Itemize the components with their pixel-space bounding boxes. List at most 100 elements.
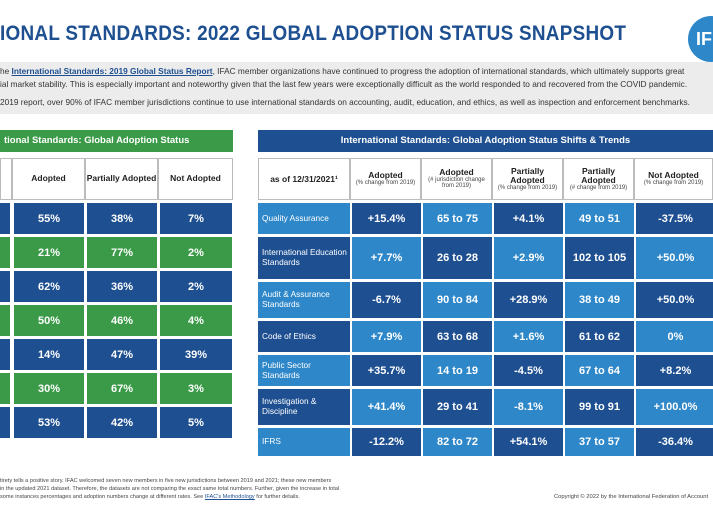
- ifac-methodology-link[interactable]: IFAC's Methodology: [204, 494, 255, 500]
- trend-cell: 49 to 51: [565, 203, 634, 234]
- trend-cell: 61 to 62: [565, 321, 634, 352]
- left-table-cell: 30%: [14, 373, 84, 404]
- trend-cell: +100.0%: [636, 389, 713, 425]
- left-table-cell: 4%: [160, 305, 232, 336]
- left-row-stub: [0, 339, 10, 370]
- left-table-cell: 3%: [160, 373, 232, 404]
- intro-line-1: he International Standards: 2019 Global …: [0, 66, 684, 76]
- right-col-header: Adopted (% change from 2019): [350, 158, 421, 200]
- intro-text: , IFAC member organizations have continu…: [212, 66, 685, 76]
- left-table-cell: 55%: [14, 203, 84, 234]
- trend-cell: 67 to 64: [565, 355, 634, 386]
- trend-cell: 90 to 84: [423, 282, 492, 318]
- col-header-title: Not Adopted: [648, 170, 699, 181]
- trend-cell: 102 to 105: [565, 237, 634, 279]
- col-header-subtitle: (# change from 2019): [569, 184, 628, 191]
- trend-cell: -8.1%: [494, 389, 563, 425]
- left-row-stub: [0, 237, 10, 268]
- trend-cell: +50.0%: [636, 282, 713, 318]
- left-table-cell: 46%: [87, 305, 157, 336]
- left-table-cell: 53%: [14, 407, 84, 438]
- trend-cell: -6.7%: [352, 282, 421, 318]
- right-col-header: Partially Adopted (# change from 2019): [563, 158, 634, 200]
- col-header-subtitle: (% change from 2019): [355, 180, 416, 187]
- left-table-cell: 39%: [160, 339, 232, 370]
- col-header-title: Adopted: [368, 170, 403, 181]
- left-row-stub: [0, 203, 10, 234]
- standard-label: Quality Assurance: [258, 203, 350, 234]
- standard-label: IFRS: [258, 428, 350, 456]
- trend-cell: +41.4%: [352, 389, 421, 425]
- trend-cell: +54.1%: [494, 428, 563, 456]
- col-header-title: Adopted: [439, 167, 474, 178]
- right-table-title: International Standards: Global Adoption…: [258, 130, 713, 152]
- trend-cell: 14 to 19: [423, 355, 492, 386]
- col-header-subtitle: (# jurisdiction change from 2019): [428, 177, 485, 190]
- left-table-cell: 42%: [87, 407, 157, 438]
- left-table-cell: 5%: [160, 407, 232, 438]
- left-table-cell: 14%: [14, 339, 84, 370]
- trend-cell: -12.2%: [352, 428, 421, 456]
- left-table-corner: [0, 158, 12, 200]
- trend-cell: 82 to 72: [423, 428, 492, 456]
- copyright: Copyright © 2022 by the International Fe…: [554, 494, 709, 500]
- trend-cell: 0%: [636, 321, 713, 352]
- trend-cell: -36.4%: [636, 428, 713, 456]
- left-table-cell: 2%: [160, 237, 232, 268]
- trend-cell: +8.2%: [636, 355, 713, 386]
- trend-cell: +1.6%: [494, 321, 563, 352]
- standard-label: Code of Ethics: [258, 321, 350, 352]
- ifac-logo: IF: [688, 16, 713, 62]
- right-col-header: Partially Adopted (% change from 2019): [492, 158, 563, 200]
- col-header-title: Partially Adopted: [510, 165, 545, 185]
- intro-line-3: 2019 report, over 90% of IFAC member jur…: [0, 97, 690, 107]
- trend-cell: +28.9%: [494, 282, 563, 318]
- left-table-cell: 77%: [87, 237, 157, 268]
- left-table-cell: 50%: [14, 305, 84, 336]
- footnote-text: for further details.: [254, 494, 300, 500]
- global-status-report-link[interactable]: International Standards: 2019 Global Sta…: [11, 66, 213, 76]
- footnote-text: some instances percentages and adoption …: [0, 494, 205, 500]
- trend-cell: 38 to 49: [565, 282, 634, 318]
- trend-cell: +2.9%: [494, 237, 563, 279]
- trend-cell: 63 to 68: [423, 321, 492, 352]
- standard-label: Investigation & Discipline: [258, 389, 350, 425]
- footnote-line-3: some instances percentages and adoption …: [0, 494, 300, 500]
- left-table-cell: 62%: [14, 271, 84, 302]
- left-table-cell: 38%: [87, 203, 157, 234]
- intro-line-2: ial market stability. This is especially…: [0, 79, 688, 89]
- left-col-header: Adopted: [12, 158, 85, 200]
- standard-label: Public Sector Standards: [258, 355, 350, 386]
- trend-cell: +35.7%: [352, 355, 421, 386]
- intro-text: he: [0, 66, 12, 76]
- col-header-subtitle: (% change from 2019): [497, 184, 558, 191]
- standard-label: Audit & Assurance Standards: [258, 282, 350, 318]
- left-table-cell: 47%: [87, 339, 157, 370]
- as-of-date: as of 12/31/2021¹: [258, 158, 350, 200]
- left-table-cell: 36%: [87, 271, 157, 302]
- left-row-stub: [0, 407, 10, 438]
- right-col-header: Not Adopted (% change from 2019): [634, 158, 713, 200]
- left-table-cell: 21%: [14, 237, 84, 268]
- footnote-line-1: tirety tells a positive story. IFAC welc…: [0, 478, 332, 484]
- trend-cell: -4.5%: [494, 355, 563, 386]
- col-header-subtitle: (% change from 2019): [643, 180, 704, 187]
- trend-cell: -37.5%: [636, 203, 713, 234]
- trend-cell: +4.1%: [494, 203, 563, 234]
- left-table-cell: 2%: [160, 271, 232, 302]
- intro-panel: he International Standards: 2019 Global …: [0, 62, 713, 114]
- trend-cell: +7.7%: [352, 237, 421, 279]
- left-table-title: tional Standards: Global Adoption Status: [0, 130, 233, 152]
- col-header-title: Partially Adopted: [581, 165, 616, 185]
- trend-cell: +50.0%: [636, 237, 713, 279]
- left-row-stub: [0, 271, 10, 302]
- trend-cell: 37 to 57: [565, 428, 634, 456]
- trend-cell: 99 to 91: [565, 389, 634, 425]
- left-table-cell: 7%: [160, 203, 232, 234]
- trend-cell: 26 to 28: [423, 237, 492, 279]
- left-table-cell: 67%: [87, 373, 157, 404]
- right-col-header: Adopted (# jurisdiction change from 2019): [421, 158, 492, 200]
- trend-cell: 29 to 41: [423, 389, 492, 425]
- left-row-stub: [0, 373, 10, 404]
- page-title: IONAL STANDARDS: 2022 GLOBAL ADOPTION ST…: [0, 22, 627, 45]
